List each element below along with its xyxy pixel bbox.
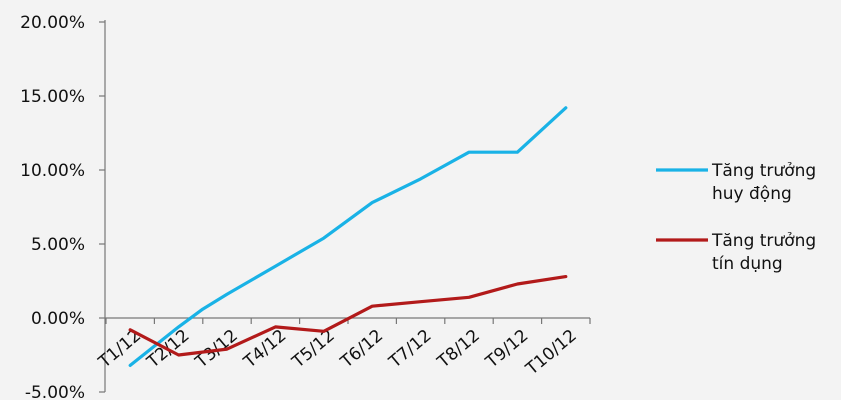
y-tick-label: -5.00%: [25, 383, 85, 400]
y-tick-label: 5.00%: [31, 235, 85, 255]
y-tick-label: 0.00%: [31, 309, 85, 329]
x-tick-label: T10/12: [522, 326, 581, 380]
y-ticks: -5.00% 0.00% 5.00% 10.00% 15.00% 20.00%: [20, 13, 105, 400]
legend: Tăng trưởng huy động Tăng trưởng tín dụng: [656, 161, 816, 274]
legend-label-1: huy động: [712, 184, 792, 204]
legend-label-2: Tăng trưởng: [711, 231, 816, 251]
x-tick-label: T7/12: [385, 326, 436, 373]
x-tick-label: T6/12: [336, 326, 387, 373]
y-tick-label: 10.00%: [20, 161, 85, 181]
series-line-1: [128, 106, 568, 367]
x-tick-label: T5/12: [288, 326, 339, 373]
series-line-2: [128, 275, 568, 357]
x-tick-label: T8/12: [433, 326, 484, 373]
y-tick-label: 20.00%: [20, 13, 85, 33]
series-layer: [128, 106, 568, 367]
y-tick-label: 15.00%: [20, 87, 85, 107]
legend-label-1: Tăng trưởng: [711, 161, 816, 181]
legend-label-2: tín dụng: [712, 254, 783, 274]
